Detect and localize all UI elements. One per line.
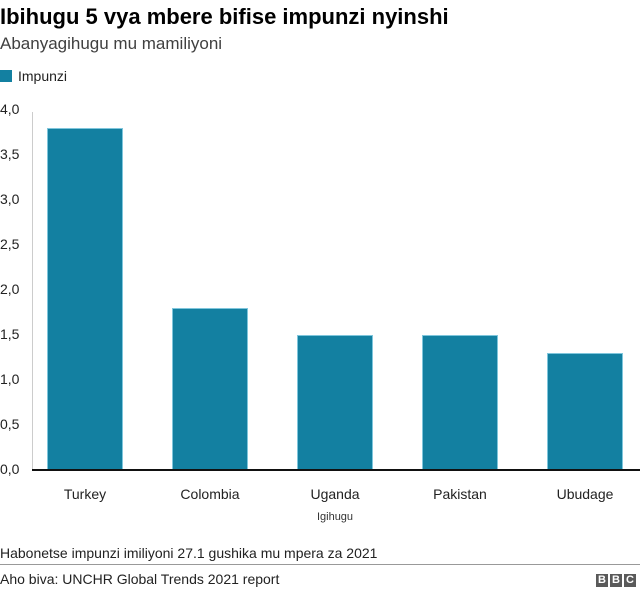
bar-turkey — [47, 128, 123, 470]
x-tick-label: Turkey — [63, 486, 107, 502]
x-axis-line — [32, 469, 640, 471]
y-tick-label: 1,5 — [0, 326, 20, 342]
chart-title: Ibihugu 5 vya mbere bifise impunzi nyins… — [0, 4, 449, 29]
y-tick-label: 1,0 — [0, 371, 20, 387]
bar-colombia — [172, 308, 248, 470]
y-tick-label: 2,0 — [0, 281, 20, 297]
bbc-logo-letter: B — [610, 574, 622, 587]
y-tick-label: 4,0 — [0, 101, 20, 117]
y-tick-label: 0,0 — [0, 461, 20, 477]
x-axis-title: Igihugu — [316, 511, 354, 523]
legend-label: Impunzi — [18, 68, 68, 84]
plot-area: 0,0 0,5 1,0 1,5 2,0 2,5 3,0 3,5 4,0 Turkey Colombi… — [0, 101, 640, 502]
bbc-logo: B B C — [596, 574, 636, 587]
bar-uganda — [297, 335, 373, 470]
bbc-logo-letter: B — [596, 574, 608, 587]
x-tick-label: Uganda — [310, 486, 360, 502]
legend-swatch-icon — [0, 70, 12, 82]
y-axis-line — [32, 112, 33, 470]
y-tick-label: 0,5 — [0, 416, 20, 432]
bbc-logo-letter: C — [624, 574, 636, 587]
bar-pakistan — [422, 335, 498, 470]
chart-subtitle: Abanyagihugu mu mamiliyoni — [0, 34, 223, 53]
source-text: Aho biva: UNCHR Global Trends 2021 repor… — [0, 571, 280, 587]
x-tick-label: Pakistan — [433, 486, 487, 502]
x-tick-label: Colombia — [180, 486, 240, 502]
legend: Impunzi — [0, 68, 67, 84]
x-tick-label: Ubudage — [556, 486, 614, 502]
footnote: Habonetse impunzi imiliyoni 27.1 gushika… — [0, 545, 378, 561]
y-tick-label: 3,5 — [0, 146, 20, 162]
footer-divider — [0, 564, 640, 565]
bar-ubudage — [547, 353, 623, 470]
y-tick-label: 2,5 — [0, 236, 20, 252]
y-tick-label: 3,0 — [0, 191, 20, 207]
